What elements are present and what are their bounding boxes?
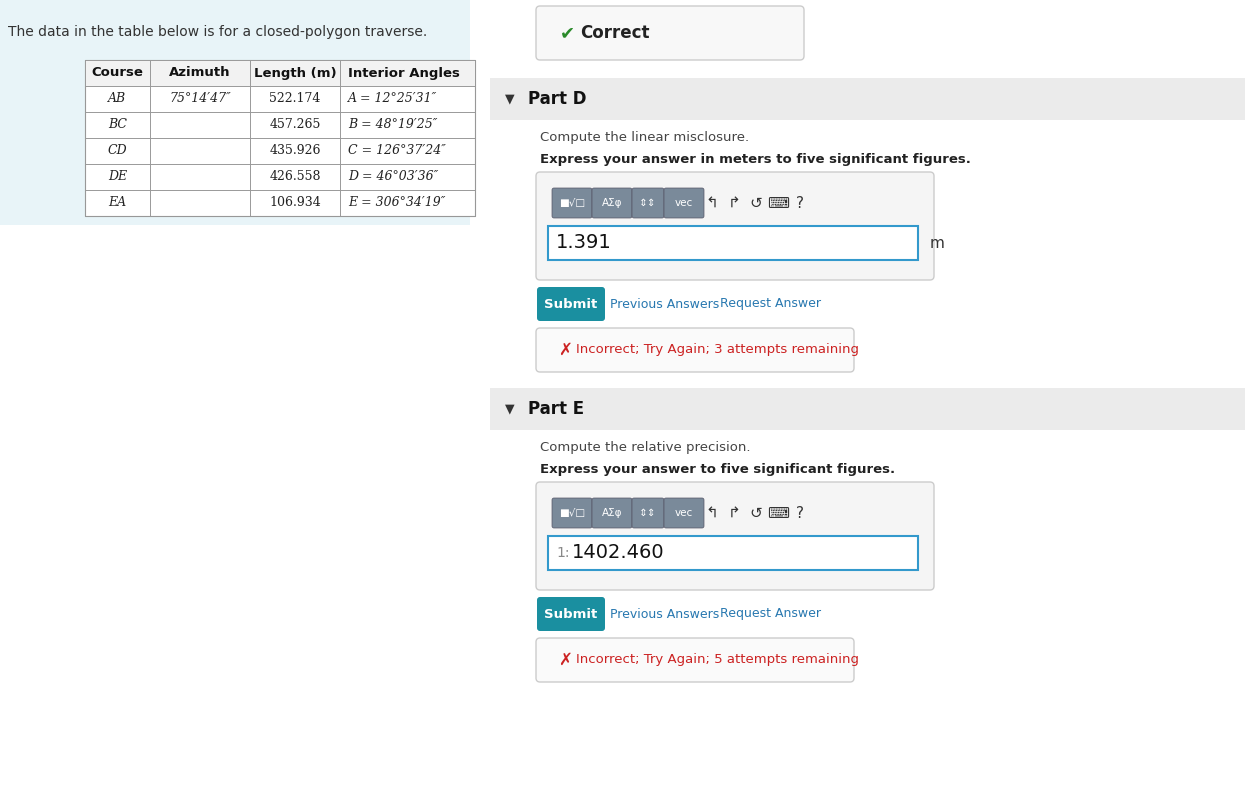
- Text: Part E: Part E: [528, 400, 584, 418]
- Text: 75°14′47″: 75°14′47″: [169, 93, 231, 105]
- Text: Previous Answers: Previous Answers: [610, 607, 719, 621]
- Text: Interior Angles: Interior Angles: [348, 66, 459, 80]
- Text: DE: DE: [108, 171, 127, 184]
- Text: ↱: ↱: [728, 505, 740, 520]
- Text: The data in the table below is for a closed-polygon traverse.: The data in the table below is for a clo…: [8, 25, 427, 39]
- Text: D = 46°03′36″: D = 46°03′36″: [348, 171, 438, 184]
- Text: C = 126°37′24″: C = 126°37′24″: [348, 144, 446, 157]
- Text: Request Answer: Request Answer: [720, 298, 821, 310]
- Text: EA: EA: [108, 196, 127, 210]
- FancyBboxPatch shape: [548, 536, 917, 570]
- Text: Azimuth: Azimuth: [169, 66, 231, 80]
- FancyBboxPatch shape: [536, 328, 853, 372]
- Text: ↰: ↰: [705, 196, 718, 211]
- Text: Previous Answers: Previous Answers: [610, 298, 719, 310]
- Text: ✗: ✗: [558, 651, 572, 669]
- FancyBboxPatch shape: [548, 226, 917, 260]
- Bar: [0, 0, 471, 225]
- Text: ✔: ✔: [560, 24, 575, 42]
- FancyBboxPatch shape: [536, 172, 934, 280]
- FancyBboxPatch shape: [536, 638, 853, 682]
- Text: Part D: Part D: [528, 90, 586, 108]
- FancyBboxPatch shape: [537, 287, 605, 321]
- Text: 1402.460: 1402.460: [572, 543, 665, 563]
- FancyBboxPatch shape: [552, 188, 592, 218]
- Text: ▼: ▼: [505, 93, 515, 105]
- Text: B = 48°19′25″: B = 48°19′25″: [348, 118, 438, 132]
- Text: 1:: 1:: [556, 546, 570, 560]
- FancyBboxPatch shape: [633, 188, 664, 218]
- Text: A = 12°25′31″: A = 12°25′31″: [348, 93, 437, 105]
- Text: E = 306°34′19″: E = 306°34′19″: [348, 196, 446, 210]
- Text: Submit: Submit: [545, 607, 597, 621]
- Text: 106.934: 106.934: [269, 196, 321, 210]
- Text: Express your answer to five significant figures.: Express your answer to five significant …: [540, 464, 895, 476]
- Text: ⌨: ⌨: [767, 196, 789, 211]
- Text: AΣφ: AΣφ: [601, 508, 622, 518]
- Text: ?: ?: [796, 505, 804, 520]
- Text: AΣφ: AΣφ: [601, 198, 622, 208]
- FancyBboxPatch shape: [592, 188, 633, 218]
- Bar: [489, 388, 1245, 430]
- Text: Course: Course: [92, 66, 143, 80]
- Bar: [489, 78, 1245, 120]
- Text: ⇕⇕: ⇕⇕: [639, 198, 656, 208]
- Text: Length (m): Length (m): [254, 66, 336, 80]
- Bar: [85, 60, 474, 216]
- FancyBboxPatch shape: [536, 6, 804, 60]
- FancyBboxPatch shape: [664, 498, 704, 528]
- Text: Incorrect; Try Again; 3 attempts remaining: Incorrect; Try Again; 3 attempts remaini…: [576, 343, 858, 357]
- Text: ↺: ↺: [749, 196, 762, 211]
- Text: ⌨: ⌨: [767, 505, 789, 520]
- Text: ?: ?: [796, 196, 804, 211]
- FancyBboxPatch shape: [552, 498, 592, 528]
- Text: 426.558: 426.558: [270, 171, 321, 184]
- Text: 1.391: 1.391: [556, 234, 611, 252]
- Text: vec: vec: [675, 198, 693, 208]
- Text: Submit: Submit: [545, 298, 597, 310]
- Text: ▼: ▼: [505, 402, 515, 416]
- Text: ■√□: ■√□: [558, 508, 585, 518]
- Text: ↰: ↰: [705, 505, 718, 520]
- Text: Incorrect; Try Again; 5 attempts remaining: Incorrect; Try Again; 5 attempts remaini…: [576, 654, 858, 666]
- Text: ↱: ↱: [728, 196, 740, 211]
- FancyBboxPatch shape: [664, 188, 704, 218]
- Text: Compute the relative precision.: Compute the relative precision.: [540, 441, 750, 455]
- Text: ↺: ↺: [749, 505, 762, 520]
- Text: 522.174: 522.174: [270, 93, 321, 105]
- Text: 435.926: 435.926: [270, 144, 321, 157]
- Text: CD: CD: [108, 144, 127, 157]
- Text: Express your answer in meters to five significant figures.: Express your answer in meters to five si…: [540, 153, 971, 167]
- Text: ✗: ✗: [558, 341, 572, 359]
- Text: ■√□: ■√□: [558, 198, 585, 208]
- FancyBboxPatch shape: [633, 498, 664, 528]
- Text: 457.265: 457.265: [270, 118, 321, 132]
- Text: BC: BC: [108, 118, 127, 132]
- Text: Correct: Correct: [580, 24, 650, 42]
- Text: AB: AB: [108, 93, 127, 105]
- Bar: [85, 60, 474, 86]
- FancyBboxPatch shape: [536, 482, 934, 590]
- FancyBboxPatch shape: [592, 498, 633, 528]
- Text: ⇕⇕: ⇕⇕: [639, 508, 656, 518]
- Text: Request Answer: Request Answer: [720, 607, 821, 621]
- FancyBboxPatch shape: [537, 597, 605, 631]
- Text: vec: vec: [675, 508, 693, 518]
- Text: Compute the linear misclosure.: Compute the linear misclosure.: [540, 132, 749, 144]
- Text: m: m: [930, 235, 945, 251]
